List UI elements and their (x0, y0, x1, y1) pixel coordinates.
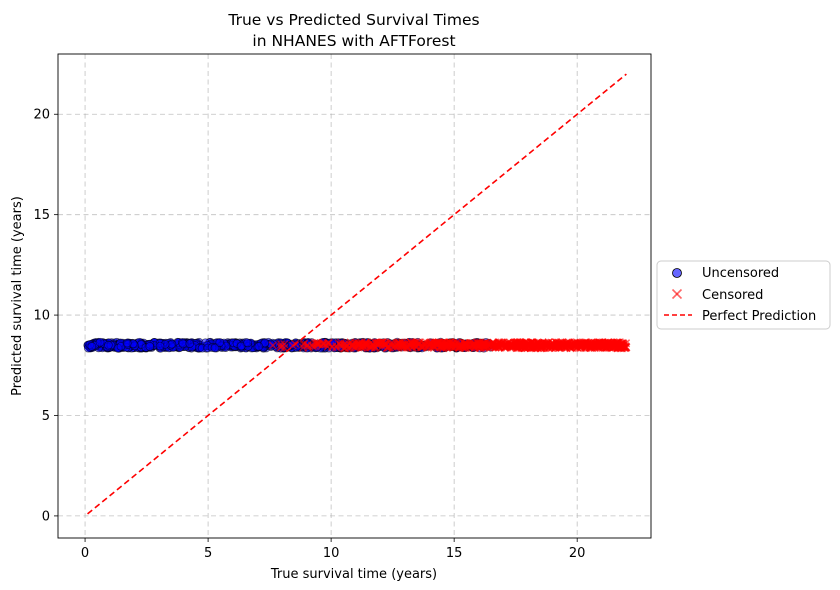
scatter-point-censored (311, 342, 320, 351)
scatter-point-censored (431, 340, 440, 350)
y-tick-label: 15 (33, 208, 50, 223)
scatter-point-censored (298, 343, 308, 352)
scatter-point-censored (480, 342, 489, 352)
scatter-point-censored (557, 341, 566, 350)
x-axis-label: True survival time (years) (270, 567, 437, 582)
scatter-point-censored (419, 342, 428, 351)
scatter-point-uncensored (254, 342, 264, 351)
chart-title-line1: True vs Predicted Survival Times (227, 11, 479, 29)
scatter-point-censored (462, 338, 471, 348)
scatter-point-uncensored (87, 342, 97, 351)
plot-frame (57, 53, 652, 539)
chart-title-line2: in NHANES with AFTForest (252, 32, 455, 50)
scatter-point-censored (348, 342, 357, 351)
scatter-point-censored (513, 341, 522, 350)
x-axis-ticks: 0 5 10 15 20 (81, 538, 586, 561)
scatter-point-censored (454, 343, 464, 352)
scatter-point-censored (321, 340, 330, 349)
scatter-point-censored (363, 338, 372, 347)
scatter-point-censored (449, 339, 458, 348)
scatter-point-censored (268, 341, 277, 350)
scatter-point-censored (357, 342, 367, 351)
scatter-point-uncensored (122, 338, 132, 348)
scatter-point-censored (276, 340, 286, 349)
scatter-point-uncensored (95, 337, 105, 347)
grid-layer (58, 54, 651, 538)
y-tick-label: 20 (33, 108, 50, 123)
series-perfect-prediction (87, 73, 627, 515)
x-tick-label: 0 (81, 546, 89, 561)
perfect-prediction-line (87, 73, 627, 515)
scatter-point-uncensored (155, 341, 165, 351)
scatter-point-censored (328, 342, 337, 351)
legend-perfect-label: Perfect Prediction (702, 309, 816, 324)
x-tick-label: 15 (446, 546, 463, 561)
legend-censored-label: Censored (702, 288, 763, 303)
scatter-point-censored (540, 343, 549, 353)
scatter-point-censored (506, 340, 515, 349)
scatter-point-censored (377, 338, 386, 347)
series-censored (268, 338, 631, 353)
scatter-point-censored (549, 340, 558, 349)
scatter-point-censored (614, 343, 623, 352)
scatter-point-censored (414, 339, 423, 348)
scatter-point-uncensored (215, 338, 225, 347)
x-tick-label: 20 (569, 546, 586, 561)
scatter-point-censored (407, 342, 416, 351)
scatter-point-censored (621, 342, 630, 352)
scatter-point-censored (409, 341, 419, 350)
scatter-point-censored (562, 338, 572, 347)
scatter-point-censored (594, 342, 603, 351)
scatter-point-censored (443, 342, 452, 351)
scatter-point-censored (421, 338, 431, 347)
scatter-point-censored (586, 343, 595, 352)
scatter-point-censored (339, 343, 348, 353)
legend-box (656, 260, 831, 330)
scatter-point-censored (520, 341, 530, 350)
scatter-point-censored (277, 342, 286, 351)
scatter-point-censored (447, 339, 456, 348)
scatter-point-censored (570, 339, 580, 348)
scatter-point-censored (481, 342, 491, 352)
legend-uncensored-label: Uncensored (702, 266, 779, 281)
y-tick-label: 10 (33, 309, 50, 324)
scatter-point-censored (583, 339, 592, 349)
legend-uncensored-marker (672, 268, 682, 278)
scatter-point-uncensored (185, 339, 195, 348)
scatter-point-censored (542, 339, 551, 348)
y-tick-label: 5 (42, 409, 50, 424)
legend-censored-marker (671, 288, 683, 300)
y-axis-label: Predicted survival time (years) (10, 196, 25, 396)
scatter-point-censored (573, 343, 582, 352)
scatter-point-uncensored (243, 338, 252, 348)
scatter-point-uncensored (145, 341, 155, 351)
scatter-point-censored (374, 339, 383, 348)
scatter-point-uncensored (103, 340, 113, 350)
y-axis-ticks: 0 5 10 15 20 (33, 108, 58, 524)
x-tick-label: 5 (204, 546, 212, 561)
scatter-point-censored (462, 340, 471, 349)
scatter-point-censored (455, 340, 464, 350)
legend: Uncensored Censored Perfect Prediction (656, 260, 831, 330)
scatter-point-censored (608, 339, 617, 348)
scatter-point-censored (431, 338, 441, 347)
scatter-point-censored (494, 343, 503, 352)
scatter-point-censored (491, 342, 500, 352)
scatter-point-censored (397, 340, 407, 349)
y-tick-label: 0 (42, 509, 50, 524)
x-tick-label: 10 (323, 546, 340, 561)
